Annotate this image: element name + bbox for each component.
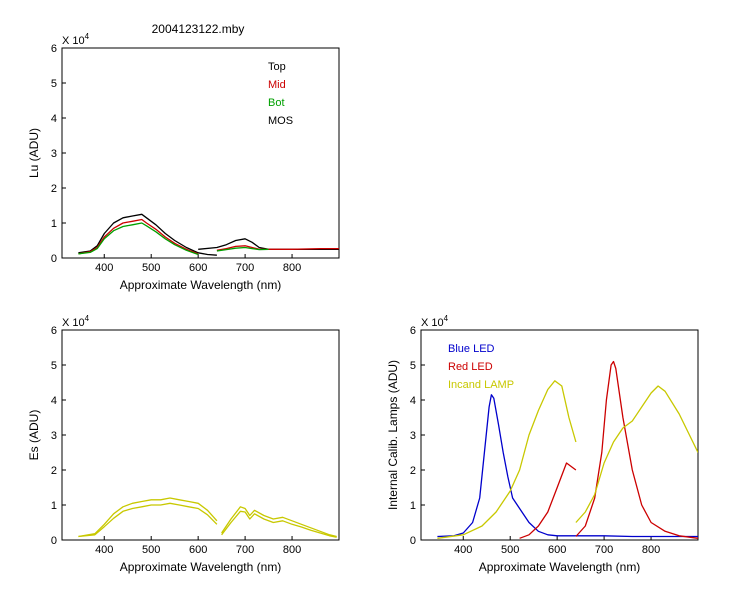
series-line-mid [216,245,339,251]
legend-entry-red-led: Red LED [448,361,493,373]
series-line-bot [216,246,269,252]
scale-base: X 10 [62,317,85,329]
x-tick-label: 400 [95,544,113,556]
y-tick-label: 5 [51,78,57,90]
series-group [78,213,339,256]
series-group [437,360,698,539]
scale-base: X 10 [421,317,444,329]
y-tick-label: 6 [410,325,416,337]
y-tick-label: 1 [410,500,416,512]
x-axis-label: Approximate Wavelength (nm) [120,560,282,574]
scale-multiplier: X 104 [62,314,90,329]
series-line-mid [78,218,199,255]
legend-entry-incand-lamp: Incand LAMP [448,379,514,391]
x-tick-label: 600 [548,544,566,556]
legend-entry-top: Top [268,61,286,73]
y-tick-label: 5 [51,360,57,372]
series-line-red-led [575,360,698,539]
y-tick-label: 1 [51,500,57,512]
scale-base: X 10 [62,35,85,47]
y-axis-label: Es (ADU) [27,410,41,461]
x-axis-label: Approximate Wavelength (nm) [479,560,641,574]
y-tick-label: 6 [51,43,57,55]
x-tick-label: 500 [142,544,160,556]
y-tick-label: 4 [51,113,57,125]
x-tick-label: 700 [236,544,254,556]
legend-entry-mid: Mid [268,79,286,91]
y-tick-label: 3 [51,430,57,442]
scale-multiplier: X 104 [62,32,90,47]
x-tick-label: 700 [595,544,613,556]
x-tick-label: 400 [454,544,472,556]
y-tick-label: 1 [51,218,57,230]
x-tick-label: 500 [501,544,519,556]
scale-exponent: 4 [85,314,90,323]
x-tick-label: 400 [95,262,113,274]
scale-exponent: 4 [85,32,90,41]
y-tick-label: 0 [51,535,57,547]
series-line-top [198,238,339,250]
x-tick-label: 600 [189,262,207,274]
y-tick-label: 4 [410,395,416,407]
y-tick-label: 2 [51,465,57,477]
y-axis-label: Internal Calib. Lamps (ADU) [386,360,400,510]
plot-frame [61,329,340,541]
y-tick-label: 5 [410,360,416,372]
plot-frame [61,47,340,259]
x-tick-label: 600 [189,544,207,556]
y-tick-label: 3 [51,148,57,160]
y-tick-label: 0 [51,253,57,265]
y-axis-label: Lu (ADU) [27,128,41,178]
series-line-es [221,506,337,538]
scale-multiplier: X 104 [421,314,449,329]
y-tick-label: 3 [410,430,416,442]
series-line-incand-lamp [437,380,577,539]
legend-entry-mos: MOS [268,115,293,127]
series-line-es [78,497,218,538]
y-tick-label: 2 [51,183,57,195]
x-tick-label: 800 [283,262,301,274]
figure-title: 2004123122.mby [152,22,245,36]
series-line-es [221,510,337,538]
x-tick-label: 700 [236,262,254,274]
series-line-incand-lamp [575,385,698,523]
series-line-top [78,213,217,256]
y-tick-label: 4 [51,395,57,407]
x-tick-label: 800 [642,544,660,556]
legend-entry-blue-led: Blue LED [448,343,495,355]
series-line-blue-led [437,394,698,538]
series-line-es [78,502,218,538]
scale-exponent: 4 [444,314,449,323]
series-line-bot [78,222,199,256]
x-axis-label: Approximate Wavelength (nm) [120,278,282,292]
x-tick-label: 500 [142,262,160,274]
y-tick-label: 2 [410,465,416,477]
y-tick-label: 0 [410,535,416,547]
x-tick-label: 800 [283,544,301,556]
series-group [78,497,337,538]
legend-entry-bot: Bot [268,97,285,109]
series-line-red-led [519,462,577,539]
y-tick-label: 6 [51,325,57,337]
